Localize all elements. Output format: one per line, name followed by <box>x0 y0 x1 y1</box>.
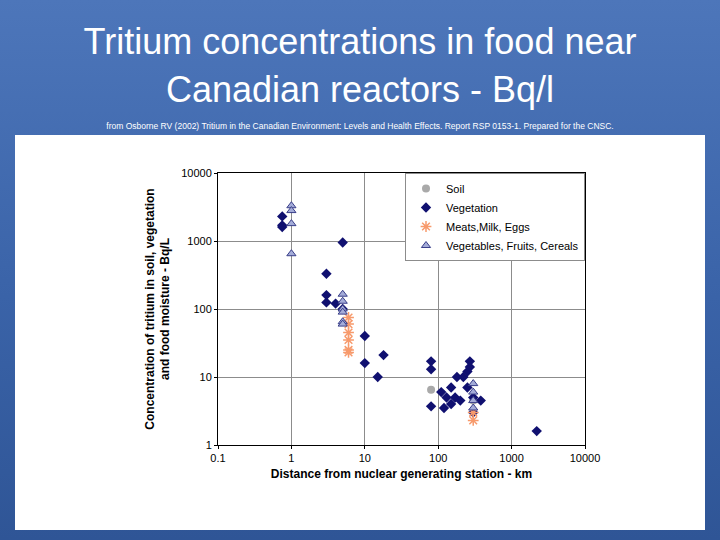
svg-text:10: 10 <box>359 452 371 464</box>
svg-text:Soil: Soil <box>446 183 464 195</box>
svg-text:Distance from nuclear generati: Distance from nuclear generating station… <box>271 467 532 481</box>
svg-text:1: 1 <box>206 439 212 451</box>
svg-text:1: 1 <box>288 452 294 464</box>
svg-text:100: 100 <box>429 452 447 464</box>
html-text:Tritium concentrations in food: Tritium concentrations in food near Cana… <box>83 21 637 110</box>
svg-text:1000: 1000 <box>499 452 523 464</box>
svg-text:Meats,Milk, Eggs: Meats,Milk, Eggs <box>446 221 530 233</box>
svg-text:1000: 1000 <box>187 235 211 247</box>
html-text:from Osborne RV (2002) Tritium: from Osborne RV (2002) Tritium in the Ca… <box>106 121 614 131</box>
svg-text:10: 10 <box>200 371 212 383</box>
svg-text:Concentration of tritium in so: Concentration of tritium in soil, vegeta… <box>143 188 173 429</box>
svg-text:10000: 10000 <box>570 452 601 464</box>
svg-text:100: 100 <box>193 303 211 315</box>
svg-text:Vegetation: Vegetation <box>446 202 498 214</box>
svg-text:Vegetables, Fruits, Cereals: Vegetables, Fruits, Cereals <box>446 240 579 252</box>
svg-text:0.1: 0.1 <box>210 452 225 464</box>
svg-text:10000: 10000 <box>181 167 212 179</box>
